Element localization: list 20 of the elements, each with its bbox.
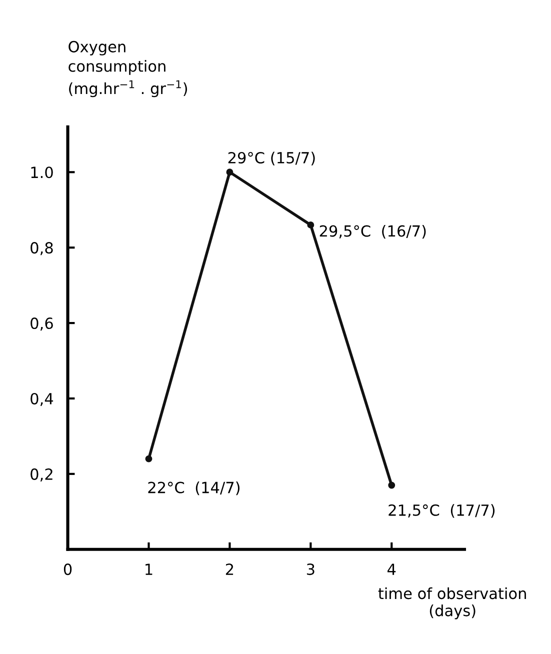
- x-tick-label: 1: [146, 564, 152, 575]
- y-tick-label: 0,8: [30, 242, 53, 256]
- annotation: 29,5°C (16/7): [320, 224, 426, 239]
- x-tick-label: 2: [226, 564, 234, 575]
- point: [307, 221, 314, 228]
- x-tick-label: 0: [64, 564, 72, 576]
- x-tick-label: 4: [388, 564, 396, 575]
- annotation: 29°C (15/7): [228, 152, 315, 166]
- point: [226, 168, 234, 176]
- x-tick-label: 3: [306, 564, 314, 576]
- y-tick-label: 0,2: [30, 468, 52, 482]
- y-tick-label: 1.0: [31, 166, 53, 178]
- y-tick-label: 0,6: [30, 317, 53, 331]
- x-axis-title: time of observation (days): [378, 587, 526, 620]
- y-tick-label: 0,4: [30, 392, 54, 406]
- annotation: 21,5°C (17/7): [388, 504, 495, 518]
- annotation: 22°C (14/7): [148, 481, 240, 496]
- point: [145, 455, 152, 462]
- y-axis-title: Oxygen consumption (mg.hr$^{−1}$ . gr$^{−1}$): [68, 40, 187, 98]
- point: [388, 482, 396, 489]
